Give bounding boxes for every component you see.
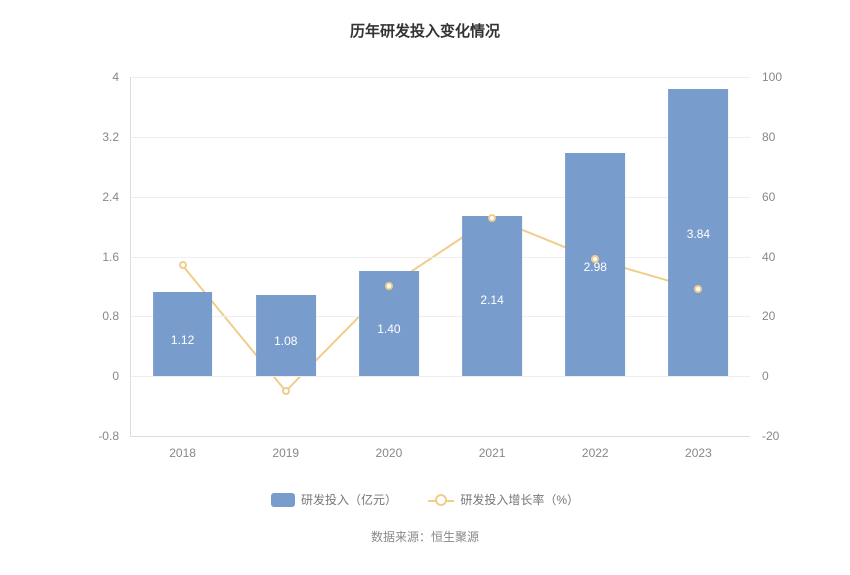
bar-swatch-icon: [271, 493, 295, 507]
y-left-tick: -0.8: [98, 429, 119, 443]
y-left-tick: 4: [112, 70, 119, 84]
y-right-tick: 80: [762, 130, 775, 144]
plot-area: -0.800.81.62.43.24-200204060801002018201…: [130, 77, 750, 437]
line-marker: [385, 282, 393, 290]
bar: 2.14: [462, 216, 522, 376]
y-left-tick: 1.6: [102, 250, 119, 264]
legend-item-line: 研发投入增长率（%）: [428, 491, 579, 508]
y-left-tick: 0: [112, 369, 119, 383]
y-right-tick: 60: [762, 190, 775, 204]
line-swatch-icon: [428, 493, 454, 507]
chart-container: 历年研发投入变化情况 -0.8 0 0.8 1.6 2.4 3.2 4 -20 0 20 40 60 8…: [0, 0, 850, 575]
gridline: [131, 137, 750, 138]
y-right-tick: 20: [762, 309, 775, 323]
line-marker: [694, 285, 702, 293]
gridline: [131, 257, 750, 258]
chart-title: 历年研发投入变化情况: [30, 20, 820, 41]
line-marker: [282, 387, 290, 395]
y-right-tick: -20: [762, 429, 779, 443]
y-right-tick: 100: [762, 70, 782, 84]
y-left-tick: 0.8: [102, 309, 119, 323]
x-tick: 2019: [272, 446, 299, 460]
y-right-tick: 0: [762, 369, 769, 383]
y-left-tick: 2.4: [102, 190, 119, 204]
bar: 2.98: [565, 153, 625, 376]
bar: 1.08: [256, 295, 316, 376]
legend-item-bar: 研发投入（亿元）: [271, 491, 397, 508]
x-tick: 2023: [685, 446, 712, 460]
gridline: [131, 376, 750, 377]
legend-bar-label: 研发投入（亿元）: [301, 491, 397, 508]
bar-label: 1.08: [274, 334, 297, 348]
gridline: [131, 197, 750, 198]
legend-line-label: 研发投入增长率（%）: [460, 491, 579, 508]
x-tick: 2022: [582, 446, 609, 460]
gridline: [131, 316, 750, 317]
bar-label: 3.84: [687, 227, 710, 241]
line-marker: [591, 255, 599, 263]
bar-label: 1.12: [171, 333, 194, 347]
chart-area: -0.8 0 0.8 1.6 2.4 3.2 4 -20 0 20 40 60 80 100 2018 201…: [30, 57, 820, 477]
data-source: 数据来源：恒生聚源: [30, 528, 820, 545]
x-tick: 2021: [479, 446, 506, 460]
bar-label: 2.14: [480, 293, 503, 307]
y-right-tick: 40: [762, 250, 775, 264]
bar-label: 1.40: [377, 322, 400, 336]
x-tick: 2020: [376, 446, 403, 460]
bar: 3.84: [668, 89, 728, 376]
x-tick: 2018: [169, 446, 196, 460]
y-left-tick: 3.2: [102, 130, 119, 144]
gridline: [131, 77, 750, 78]
line-marker: [179, 261, 187, 269]
bar: 1.12: [153, 292, 213, 376]
line-marker: [488, 214, 496, 222]
legend: 研发投入（亿元） 研发投入增长率（%）: [30, 491, 820, 510]
